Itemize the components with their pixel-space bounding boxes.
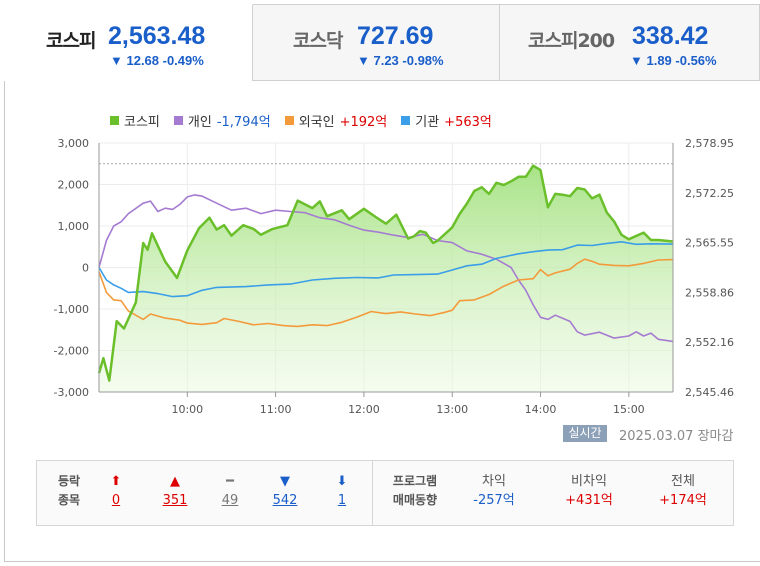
chart-legend: 코스피 개인 -1,794억 외국인 +192억 기관 +563억 — [110, 111, 492, 130]
right-tick-label: 2,552.16 — [685, 336, 734, 349]
investor-flow-chart: 3,000 2,000 1,000 0 -1,000 -2,000 -3,000 2,578.… — [54, 137, 734, 416]
stat-falling[interactable]: ▼ 542 — [267, 472, 303, 510]
legend-swatch — [284, 116, 294, 125]
breadth-label: 등락 종목 — [53, 472, 85, 510]
breadth-label-line1: 등락 — [57, 474, 81, 488]
legend-value: +563억 — [444, 115, 492, 130]
program-label-line1: 프로그램 — [392, 474, 438, 488]
legend-foreign[interactable]: 외국인 +192억 — [284, 111, 388, 130]
x-tick-label: 12:00 — [348, 403, 380, 416]
market-date: 2025.03.07 장마감 — [619, 425, 733, 444]
market-state: 장마감 — [697, 429, 734, 444]
tab-change: ▼ 12.68 -0.49% — [110, 53, 204, 68]
stat-unchanged[interactable]: ━ 49 — [215, 472, 245, 510]
panel-divider — [372, 461, 373, 525]
individual-line — [98, 194, 674, 343]
left-tick-label: -1,000 — [54, 303, 89, 316]
legend-value: +192억 — [339, 115, 388, 130]
left-tick-label: 3,000 — [58, 137, 90, 150]
program-non-arbitrage: 비차익 +431억 — [557, 472, 621, 510]
left-tick-label: 1,000 — [58, 220, 90, 233]
foreign-line — [98, 258, 674, 328]
legend-individual[interactable]: 개인 -1,794억 — [173, 111, 271, 130]
program-value: -257억 — [473, 493, 515, 508]
tab-change: ▼ 7.23 -0.98% — [357, 53, 444, 68]
right-tick-label: 2,578.95 — [685, 137, 734, 150]
institution-line — [98, 241, 674, 298]
market-breadth-panel: 등락 종목 ⬆ 0 ▲ 351 ━ 49 ▼ 542 ⬇ 1 프로그램 매매동향… — [36, 460, 734, 526]
left-tick-label: 0 — [82, 262, 89, 275]
legend-label: 개인 — [187, 115, 212, 130]
date-text: 2025.03.07 — [619, 429, 694, 444]
tab-name: 코스피 — [46, 30, 96, 52]
tab-kosdaq[interactable]: 코스닥 727.69 ▼ 7.23 -0.98% — [253, 4, 500, 81]
right-tick-label: 2,558.86 — [685, 286, 734, 299]
left-tick-label: -2,000 — [54, 345, 89, 358]
tab-value: 338.42 — [632, 22, 709, 50]
x-tick-label: 15:00 — [613, 403, 645, 416]
tab-value: 2,563.48 — [108, 22, 206, 50]
program-value: +174억 — [659, 493, 707, 508]
legend-label: 기관 — [415, 115, 440, 130]
widget-frame — [4, 4, 760, 562]
x-tick-label: 14:00 — [525, 403, 557, 416]
program-header: 전체 — [671, 474, 695, 489]
legend-swatch — [173, 116, 183, 125]
arrow-up-thick-icon: ⬆ — [110, 474, 122, 489]
triangle-down-icon: ▼ — [280, 474, 290, 489]
index-tabs: 코스피 2,563.48 ▼ 12.68 -0.49% 코스닥 727.69 ▼… — [4, 4, 760, 81]
legend-swatch — [401, 116, 411, 125]
program-value: +431억 — [565, 493, 613, 508]
stat-count[interactable]: 49 — [221, 493, 239, 508]
breadth-label-line2: 종목 — [57, 493, 81, 507]
program-label: 프로그램 매매동향 — [387, 472, 443, 510]
x-tick-label: 10:00 — [171, 403, 203, 416]
left-tick-label: -3,000 — [54, 386, 89, 399]
x-tick-label: 13:00 — [436, 403, 468, 416]
stat-count[interactable]: 0 — [111, 493, 121, 508]
program-header: 차익 — [482, 474, 506, 489]
left-tick-label: 2,000 — [58, 179, 90, 192]
legend-swatch — [110, 116, 119, 125]
stat-count[interactable]: 1 — [337, 493, 347, 508]
x-tick-label: 11:00 — [260, 403, 292, 416]
legend-institution[interactable]: 기관 +563억 — [401, 111, 492, 130]
stat-upper-limit[interactable]: ⬆ 0 — [103, 472, 129, 510]
stat-count[interactable]: 542 — [272, 493, 298, 508]
tab-name: 코스피200 — [528, 30, 615, 52]
kospi-area — [99, 165, 673, 392]
right-tick-label: 2,545.46 — [685, 386, 734, 399]
program-arbitrage: 차익 -257억 — [467, 472, 521, 510]
program-header: 비차익 — [571, 474, 607, 489]
kospi-line — [97, 164, 674, 382]
tab-change: ▼ 1.89 -0.56% — [630, 53, 717, 68]
arrow-down-thick-icon: ⬇ — [336, 474, 348, 489]
right-tick-label: 2,565.55 — [685, 237, 734, 250]
realtime-badge[interactable]: 실시간 — [563, 425, 607, 442]
tab-name: 코스닥 — [293, 30, 343, 52]
tab-kospi200[interactable]: 코스피200 338.42 ▼ 1.89 -0.56% — [500, 4, 760, 81]
stat-count[interactable]: 351 — [162, 493, 188, 508]
right-tick-label: 2,572.25 — [685, 187, 734, 200]
stat-lower-limit[interactable]: ⬇ 1 — [329, 472, 355, 510]
program-total: 전체 +174억 — [651, 472, 715, 510]
dash-icon: ━ — [226, 474, 234, 489]
legend-label: 코스피 — [124, 115, 160, 130]
legend-label: 외국인 — [298, 115, 335, 130]
tab-kospi[interactable]: 코스피 2,563.48 ▼ 12.68 -0.49% — [4, 4, 253, 81]
tab-value: 727.69 — [357, 22, 434, 50]
triangle-up-icon: ▲ — [170, 474, 180, 489]
legend-kospi[interactable]: 코스피 — [110, 111, 160, 130]
legend-value: -1,794억 — [216, 115, 271, 130]
program-label-line2: 매매동향 — [392, 493, 438, 507]
stat-rising[interactable]: ▲ 351 — [157, 472, 193, 510]
